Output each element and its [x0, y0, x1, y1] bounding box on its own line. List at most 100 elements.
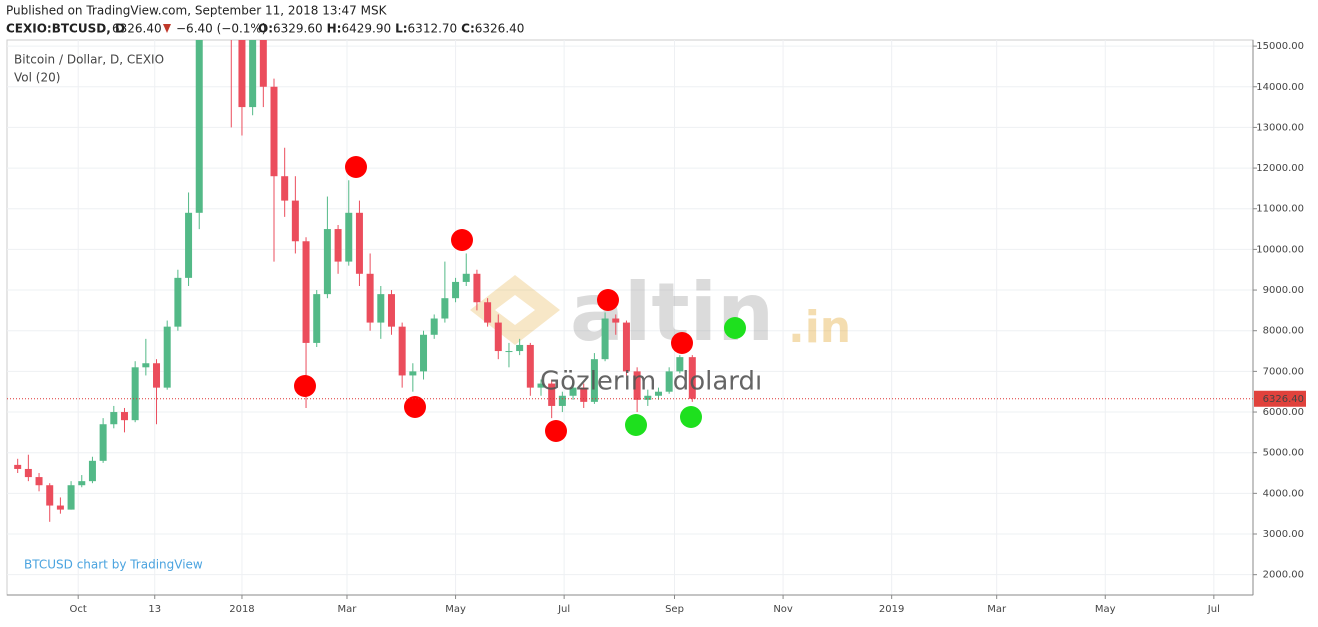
x-tick-label: Oct [70, 604, 87, 615]
x-tick-label: Mar [987, 604, 1007, 615]
x-tick-label: Nov [773, 604, 793, 615]
candle-body [67, 485, 75, 510]
plot-area [6, 39, 1254, 596]
candle-body [313, 294, 321, 343]
markers [294, 156, 746, 442]
watermark: BTCUSD chart by TradingView [24, 558, 203, 572]
candle-body [142, 363, 150, 368]
candle-body [110, 412, 118, 425]
watermark-logo-suffix: .in [788, 302, 851, 353]
x-tick-label: May [1095, 604, 1116, 615]
x-tick-label: 13 [148, 604, 161, 615]
change: −6.40 (−0.1%) [176, 22, 267, 36]
y-tick-label: 2000.00 [1263, 570, 1304, 581]
candle-body [473, 273, 481, 303]
y-tick-label: 8000.00 [1263, 326, 1304, 337]
ohlc-value: 6329.60 [273, 22, 323, 36]
candle-body [56, 505, 64, 510]
candle-body [688, 357, 696, 399]
y-tick-label: 12000.00 [1256, 163, 1304, 174]
published: Published on TradingView.com, September … [6, 4, 388, 18]
candle-body [366, 273, 374, 323]
axes: 2000.00 3000.00 4000.00 5000.00 6000.00 7000.… [7, 41, 1306, 615]
candle-body [548, 383, 556, 406]
candle-body [494, 322, 502, 352]
symbol: CEXIO:BTCUSD, D [6, 22, 125, 36]
candle-body [249, 40, 257, 108]
ohlc-label: H: [327, 22, 342, 36]
y-tick-label: 7000.00 [1263, 366, 1304, 377]
candle-body [323, 229, 331, 295]
x-tick-label: 2019 [879, 604, 904, 615]
candle-body [355, 212, 363, 274]
candle-body [665, 371, 673, 392]
candle-body [644, 395, 652, 400]
candle-body [409, 371, 417, 376]
ohlc-value: 6312.70 [408, 22, 458, 36]
candle-body [505, 351, 513, 353]
y-tick-label: 10000.00 [1256, 244, 1304, 255]
y-tick-label: 13000.00 [1256, 122, 1304, 133]
logo [470, 275, 560, 345]
candle-body [291, 200, 299, 242]
candle-body [46, 485, 54, 506]
candle-body [452, 281, 460, 299]
candle-body [88, 460, 96, 482]
candle-body [377, 294, 385, 323]
candle-body [622, 322, 630, 372]
candle-body [35, 477, 43, 486]
candle-body [78, 481, 86, 486]
y-tick-label: 5000.00 [1263, 448, 1304, 459]
candle-body [654, 391, 662, 396]
down-arrow [163, 24, 171, 33]
chart-subtitle: Vol (20) [14, 71, 60, 85]
x-tick-label: Jul [557, 604, 570, 615]
candle-body [441, 298, 449, 319]
candle-body [334, 229, 342, 262]
x-tick-label: Mar [338, 604, 358, 615]
candle-body [99, 424, 107, 461]
ohlc-value: 6326.40 [475, 22, 525, 36]
candle-body [185, 212, 193, 278]
candle-body [174, 277, 182, 327]
x-tick-label: 2018 [229, 604, 254, 615]
last-price-label: 6326.40 [1263, 394, 1304, 405]
candle-body [387, 294, 395, 327]
candle-body [580, 387, 588, 402]
candle-body [484, 302, 492, 323]
candle-body [345, 212, 353, 262]
candles [14, 40, 696, 522]
candle-body [590, 359, 598, 402]
x-tick-label: May [445, 604, 466, 615]
ohlc-label: O: [258, 22, 273, 36]
annotation: Gözlerim dolardı [540, 367, 762, 397]
candle-body [676, 357, 684, 372]
x-tick-label: Sep [665, 604, 684, 615]
candle-body [601, 318, 609, 360]
candle-body [633, 371, 641, 400]
ohlc-label: C: [461, 22, 475, 36]
candle-body [270, 86, 278, 177]
candle-body [24, 468, 32, 478]
y-tick-label: 15000.00 [1256, 41, 1304, 52]
last: 6326.40 [112, 22, 162, 36]
candle-body [195, 40, 203, 213]
candle-body [153, 363, 161, 388]
y-tick-label: 9000.00 [1263, 285, 1304, 296]
candle-body [302, 241, 310, 343]
candle-body [526, 344, 534, 388]
candle-body [398, 326, 406, 376]
candle-body [558, 395, 566, 406]
candle-body [281, 176, 289, 201]
candle-body [14, 464, 22, 469]
candle-body [516, 344, 524, 352]
y-tick-label: 6000.00 [1263, 407, 1304, 418]
candle-body [238, 40, 246, 108]
candle-body [120, 412, 128, 421]
last-price-box [1254, 390, 1306, 407]
candle-body [131, 367, 139, 421]
candle-body [537, 383, 545, 388]
candle-body [569, 387, 577, 396]
